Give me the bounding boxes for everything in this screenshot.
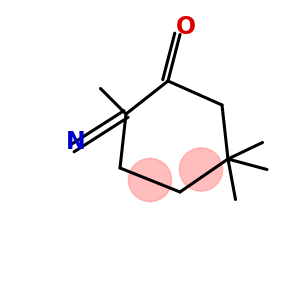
Text: N: N	[66, 130, 86, 154]
Circle shape	[128, 158, 172, 202]
Circle shape	[179, 148, 223, 191]
Text: O: O	[176, 15, 196, 39]
